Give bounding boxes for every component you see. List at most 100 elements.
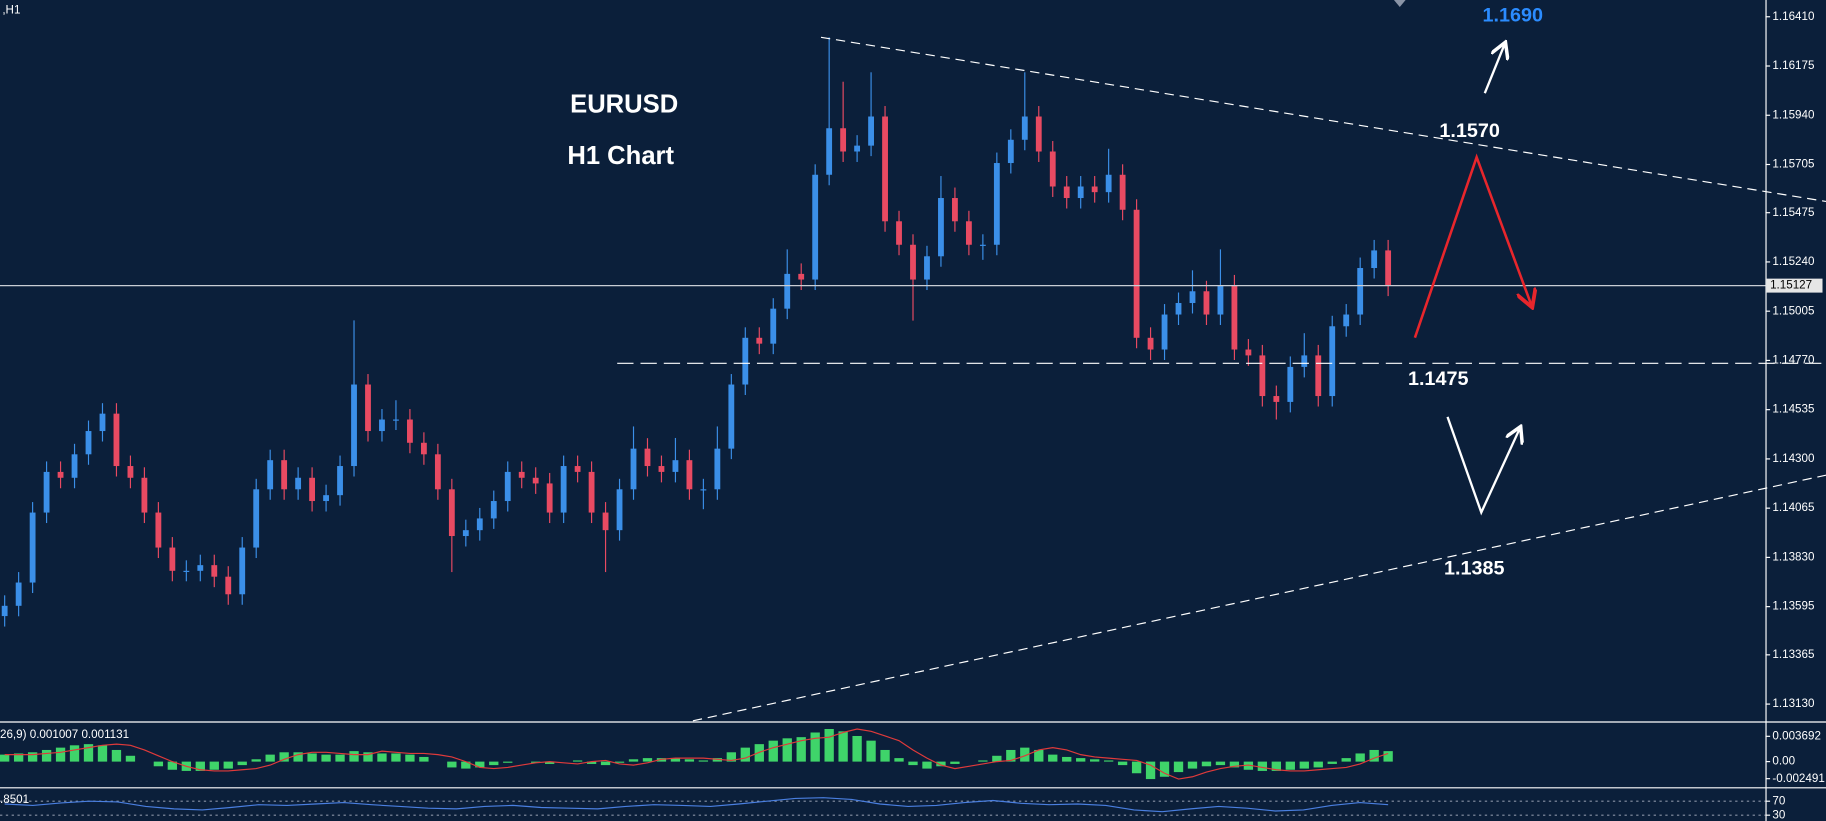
- candle-body: [672, 460, 679, 472]
- histogram-bar: [1145, 761, 1156, 780]
- candle-body: [1077, 186, 1084, 199]
- y-tick-label: 1.16410: [1772, 10, 1815, 23]
- candle-body: [1315, 355, 1322, 397]
- candle-body: [1357, 268, 1364, 315]
- candle-body: [1217, 285, 1224, 315]
- candle-body: [127, 466, 134, 478]
- histogram-bar: [1034, 749, 1044, 762]
- y-tick-label: 1.15240: [1772, 255, 1815, 268]
- histogram-bar: [684, 759, 695, 762]
- candle-body: [770, 308, 777, 344]
- candle-body: [43, 471, 50, 513]
- price-annotation: 1.1570: [1439, 120, 1500, 142]
- forecast-arrow: [1413, 153, 1531, 339]
- candle-body: [169, 547, 176, 571]
- candle-body: [742, 337, 749, 385]
- candle-body: [434, 454, 441, 490]
- histogram-bar: [293, 752, 303, 762]
- candle-body: [826, 128, 833, 175]
- histogram-bar: [670, 758, 681, 762]
- histogram-bar: [223, 761, 233, 769]
- candle-body: [1175, 303, 1182, 315]
- histogram-bar: [279, 752, 289, 762]
- indicator-label: 26,9) 0.001007 0.001131: [0, 728, 129, 741]
- histogram-bar: [838, 731, 848, 762]
- histogram-bar: [586, 761, 597, 764]
- histogram-bar: [1313, 761, 1323, 768]
- histogram-bar: [237, 761, 247, 766]
- candle-body: [658, 466, 665, 472]
- candle-body: [644, 448, 651, 467]
- histogram-bar: [545, 761, 555, 764]
- y-tick-label: 1.16175: [1772, 59, 1814, 72]
- histogram-bar: [1201, 761, 1212, 767]
- candle-body: [267, 460, 274, 490]
- candle-body: [141, 477, 148, 513]
- candle-body: [630, 448, 637, 490]
- signal-line: [4, 728, 1389, 780]
- candle-body: [602, 512, 609, 531]
- candle-body: [504, 471, 511, 502]
- histogram-bar: [363, 752, 373, 762]
- candle-body: [1343, 314, 1350, 327]
- histogram-bar: [768, 740, 778, 762]
- candle-body: [882, 116, 888, 222]
- forecast-arrow: [1446, 416, 1520, 516]
- histogram-bar: [1369, 749, 1379, 762]
- histogram-bar: [852, 735, 862, 762]
- candle-body: [1, 605, 8, 617]
- histogram-bar: [726, 752, 736, 762]
- candle-body: [393, 419, 399, 421]
- y-tick-label: 1.13365: [1772, 648, 1814, 661]
- candle-body: [532, 477, 539, 484]
- plot-area: 1.16410 1.16175 1.15940 1.15705 1.15475 1.152…: [0, 5, 1825, 821]
- candle-body: [979, 244, 986, 246]
- histogram-bar: [1103, 760, 1114, 762]
- y-tick-label: 1.15940: [1772, 108, 1815, 121]
- histogram-bar: [55, 747, 66, 762]
- candle-body: [309, 477, 316, 502]
- candle-body: [1245, 349, 1252, 356]
- histogram-bar: [1006, 749, 1016, 762]
- histogram-bar: [1117, 761, 1128, 766]
- candle-body: [99, 413, 106, 432]
- candle-body: [462, 530, 469, 537]
- candle-body: [211, 565, 218, 577]
- histogram-bar: [321, 754, 331, 762]
- histogram-bar: [1229, 761, 1240, 768]
- candle-body: [323, 495, 329, 502]
- histogram-bar: [489, 761, 499, 766]
- y-tick-label: 1.15475: [1772, 206, 1814, 219]
- candle-body: [798, 273, 805, 280]
- candle-body: [574, 466, 581, 472]
- candle-body: [1287, 366, 1294, 402]
- histogram-bar: [335, 754, 345, 762]
- candle-body: [1063, 186, 1070, 199]
- histogram-bar: [1187, 761, 1198, 769]
- histogram-bar: [447, 761, 457, 768]
- candle-body: [71, 454, 78, 478]
- candle-body: [546, 483, 553, 513]
- histogram-bar: [377, 753, 387, 762]
- y-tick-label: 1.14770: [1772, 354, 1815, 367]
- candle-body: [476, 518, 483, 531]
- histogram-bar: [461, 761, 471, 769]
- histogram-bar: [391, 753, 401, 762]
- chart-subtitle: H1 Chart: [567, 142, 674, 170]
- candle-body: [714, 448, 721, 490]
- candle-body: [938, 198, 944, 257]
- symbol-label: ,H1: [2, 4, 20, 17]
- candle-body: [490, 501, 497, 519]
- histogram-bar: [1173, 761, 1184, 773]
- histogram-bar: [866, 740, 876, 762]
- histogram-bar: [419, 756, 429, 762]
- histogram-bar: [1020, 747, 1030, 762]
- candle-body: [910, 244, 916, 280]
- candle-body: [896, 221, 902, 245]
- histogram-bar: [503, 761, 513, 763]
- histogram-bar: [1159, 761, 1170, 777]
- histogram-bar: [69, 745, 80, 762]
- y-tick-label: 1.14065: [1772, 501, 1814, 514]
- candle-body: [155, 512, 162, 548]
- candle-body: [448, 489, 455, 537]
